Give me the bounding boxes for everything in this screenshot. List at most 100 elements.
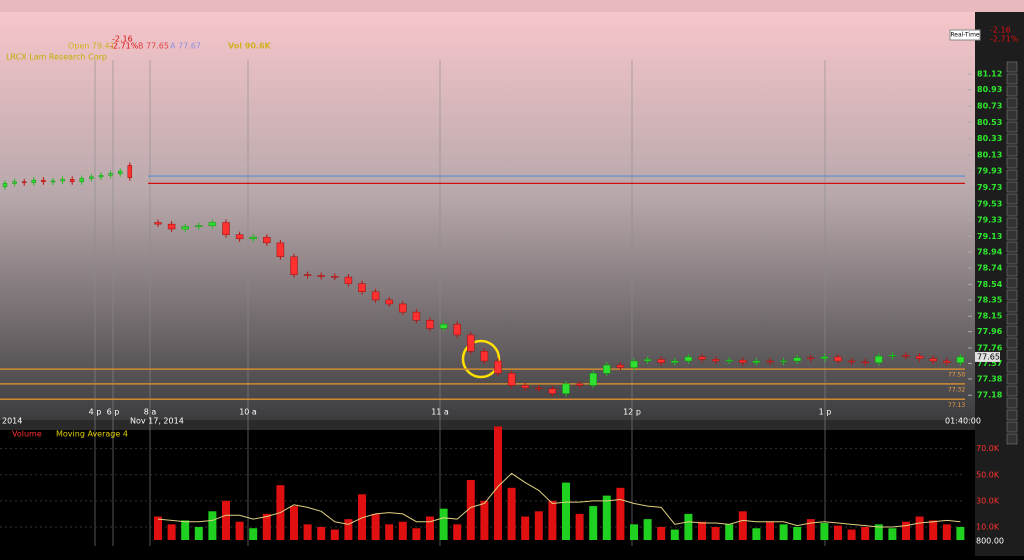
ma-title: Moving Average 4 xyxy=(56,430,128,439)
tool-icon[interactable] xyxy=(1006,253,1018,265)
candle-body xyxy=(371,291,380,301)
realtime-button[interactable] xyxy=(949,29,981,41)
tool-icon[interactable] xyxy=(1006,313,1018,325)
volume-bar xyxy=(779,524,788,540)
candle-body xyxy=(535,387,543,390)
price-tick-label: 78.94 xyxy=(977,247,1003,256)
volume-bar xyxy=(548,500,557,540)
candle-body xyxy=(127,165,133,178)
candle-body xyxy=(943,360,951,363)
tool-icon[interactable] xyxy=(1006,109,1018,121)
volume-bar xyxy=(154,516,162,540)
volume-bar xyxy=(602,495,611,540)
candle-body xyxy=(167,223,176,230)
tool-icon[interactable] xyxy=(1006,145,1018,157)
tool-icon[interactable] xyxy=(1006,61,1018,73)
candle-body xyxy=(575,383,584,386)
tool-icon[interactable] xyxy=(1006,169,1018,181)
tool-icon[interactable] xyxy=(1006,361,1018,373)
tool-icon[interactable] xyxy=(1006,193,1018,205)
price-tick-label: 79.33 xyxy=(977,216,1002,225)
tool-icon[interactable] xyxy=(1006,349,1018,361)
candle-body xyxy=(263,236,271,244)
candle-body xyxy=(507,372,516,386)
candle-body xyxy=(725,359,733,362)
tool-icon[interactable] xyxy=(1006,85,1018,97)
tool-icon[interactable] xyxy=(1006,229,1018,241)
price-tick-label: 78.15 xyxy=(977,312,1003,321)
volume-bar xyxy=(670,529,679,540)
volume-bar xyxy=(752,528,761,540)
tool-icon[interactable] xyxy=(1006,433,1018,445)
volume-tick-label: 30.0K xyxy=(976,496,1000,505)
volume-bar xyxy=(861,526,870,540)
tool-icon[interactable] xyxy=(1006,277,1018,289)
tool-icon[interactable] xyxy=(1006,397,1018,409)
candle-body xyxy=(154,222,162,225)
tool-icon[interactable] xyxy=(1006,325,1018,337)
change-pct: -2.71% xyxy=(990,35,1019,44)
volume-bar xyxy=(439,508,448,540)
candle-body xyxy=(412,311,421,321)
candle-body xyxy=(562,383,570,394)
tool-icon[interactable] xyxy=(1006,373,1018,385)
volume-bar xyxy=(167,524,176,540)
tool-icon[interactable] xyxy=(1006,217,1018,229)
candle-body xyxy=(630,360,638,368)
candle-body xyxy=(235,234,244,240)
volume-bar xyxy=(616,487,625,540)
candle-body xyxy=(439,324,448,329)
candle-body xyxy=(616,364,625,368)
tool-icon[interactable] xyxy=(1006,409,1018,421)
candle-body xyxy=(711,359,720,362)
candle-body xyxy=(344,276,353,284)
tool-icon[interactable] xyxy=(1006,337,1018,349)
tool-icon[interactable] xyxy=(1006,121,1018,133)
candle-body xyxy=(766,360,774,363)
tool-icon[interactable] xyxy=(1006,385,1018,397)
volume-bar xyxy=(466,479,475,540)
tool-icon[interactable] xyxy=(1006,205,1018,217)
volume-bar xyxy=(902,521,910,540)
tool-icon[interactable] xyxy=(1006,133,1018,145)
tool-icon[interactable] xyxy=(1006,265,1018,277)
price-tick-label: 81.12 xyxy=(977,70,1002,79)
candle-body xyxy=(820,356,829,359)
candle-body xyxy=(752,360,761,363)
candle-body xyxy=(779,360,788,363)
candle-body xyxy=(915,355,924,359)
candle-body xyxy=(98,174,104,178)
tool-icon[interactable] xyxy=(1006,73,1018,85)
tool-icon[interactable] xyxy=(1006,241,1018,253)
hdr-change-pct: -2.71% xyxy=(110,42,139,51)
pane-divider xyxy=(0,420,975,430)
price-tick-label: 80.13 xyxy=(977,150,1002,159)
candle-body xyxy=(589,372,597,386)
candle-body xyxy=(671,360,679,363)
candle-body xyxy=(793,357,801,362)
tool-icon[interactable] xyxy=(1006,421,1018,433)
candle-body xyxy=(12,181,17,184)
price-tick-label: 80.93 xyxy=(977,85,1002,94)
candle-body xyxy=(208,222,217,227)
tool-icon[interactable] xyxy=(1006,181,1018,193)
candle-body xyxy=(698,356,706,360)
price-tick-label: 80.73 xyxy=(977,101,1002,110)
time-label: 10 a xyxy=(239,408,257,417)
tool-icon[interactable] xyxy=(1006,301,1018,313)
tool-icon[interactable] xyxy=(1006,289,1018,301)
tool-icon[interactable] xyxy=(1006,97,1018,109)
candle-body xyxy=(739,359,747,363)
price-tick-label: 77.18 xyxy=(977,391,1003,400)
volume-bar xyxy=(630,524,638,540)
time-label: 12 p xyxy=(623,408,641,417)
volume-bar xyxy=(589,506,598,540)
tool-icon[interactable] xyxy=(1006,157,1018,169)
time-label: 4 p xyxy=(89,408,102,417)
volume-bar xyxy=(303,524,312,540)
price-tick-label: 77.38 xyxy=(977,374,1003,383)
price-tick-label: 78.35 xyxy=(977,295,1003,304)
volume-bar xyxy=(521,516,530,540)
volume-bar xyxy=(385,524,394,540)
candle-body xyxy=(358,283,366,293)
